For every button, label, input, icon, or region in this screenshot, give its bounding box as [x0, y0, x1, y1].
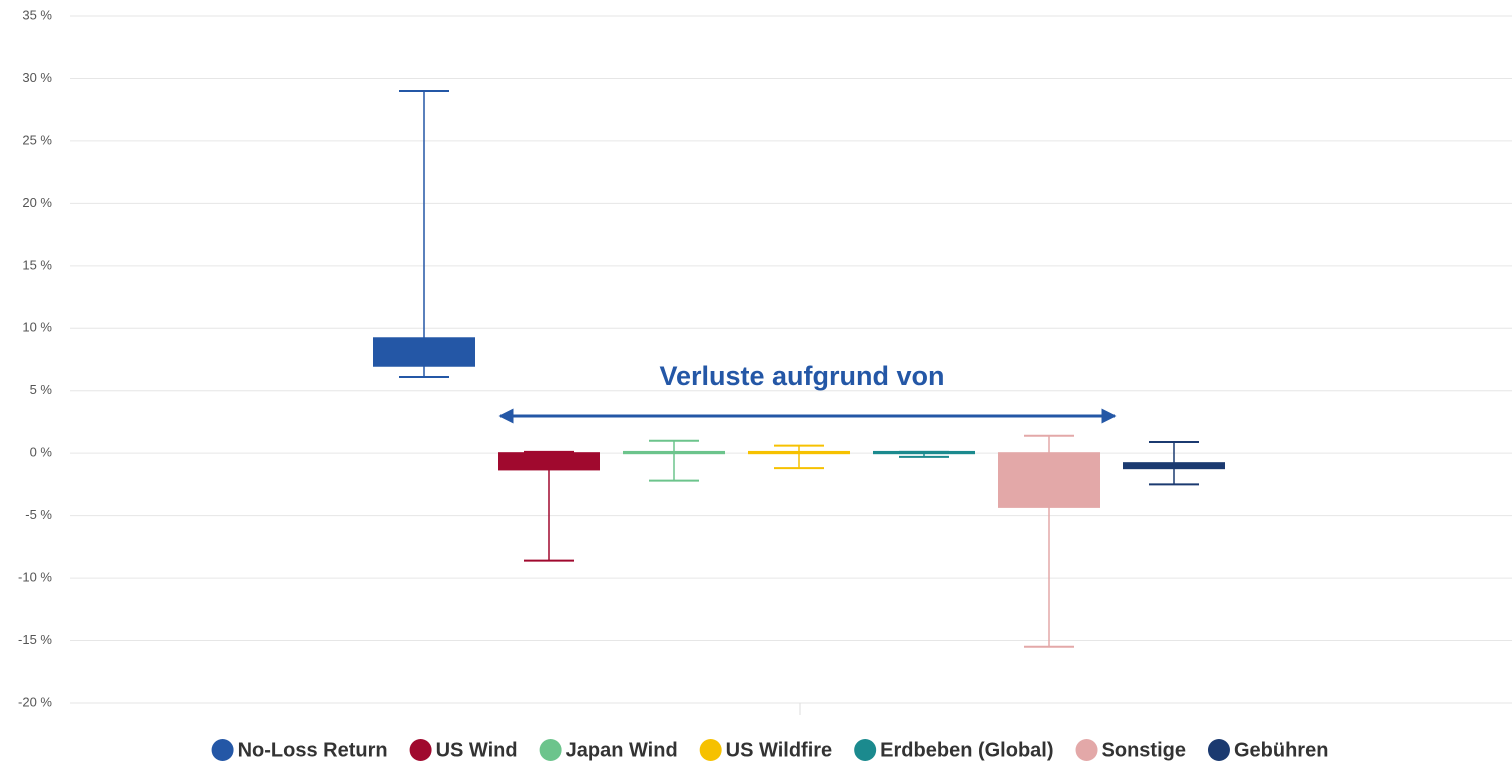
legend-label: Erdbeben (Global) — [880, 739, 1053, 761]
legend-label: Japan Wind — [566, 739, 678, 761]
box — [998, 452, 1100, 508]
legend-swatch — [699, 739, 722, 761]
legend-swatch — [1075, 739, 1098, 761]
legend-swatch — [1207, 739, 1230, 761]
box — [873, 450, 975, 455]
y-tick-label: 0 % — [30, 445, 53, 460]
legend-swatch — [539, 739, 562, 761]
legend: No-Loss Return US Wind Japan Wind US Wildfi… — [211, 739, 1328, 761]
y-tick-label: -15 % — [18, 632, 52, 647]
box — [498, 452, 600, 471]
y-tick-label: 5 % — [30, 382, 53, 397]
legend-swatch — [854, 739, 877, 761]
y-tick-label: 20 % — [22, 195, 52, 210]
legend-label: Sonstige — [1102, 739, 1186, 761]
annotation: Verluste aufgrund von — [659, 361, 944, 391]
legend-label: No-Loss Return — [238, 739, 388, 761]
y-tick-label: 10 % — [22, 320, 52, 335]
y-tick-label: -10 % — [18, 570, 52, 585]
y-tick-label: -5 % — [25, 507, 52, 522]
legend-label: US Wind — [436, 739, 518, 761]
box — [748, 450, 850, 455]
y-tick-label: 15 % — [22, 257, 52, 272]
box — [1123, 462, 1225, 470]
legend-label: Gebühren — [1234, 739, 1328, 761]
legend-swatch — [409, 739, 432, 761]
box — [373, 337, 475, 367]
y-tick-label: 35 % — [22, 7, 52, 22]
y-tick-label: 25 % — [22, 132, 52, 147]
y-tick-label: 30 % — [22, 70, 52, 85]
y-tick-label: -20 % — [18, 694, 52, 709]
legend-swatch — [211, 739, 234, 761]
box — [623, 450, 725, 455]
legend-label: US Wildfire — [726, 739, 833, 761]
